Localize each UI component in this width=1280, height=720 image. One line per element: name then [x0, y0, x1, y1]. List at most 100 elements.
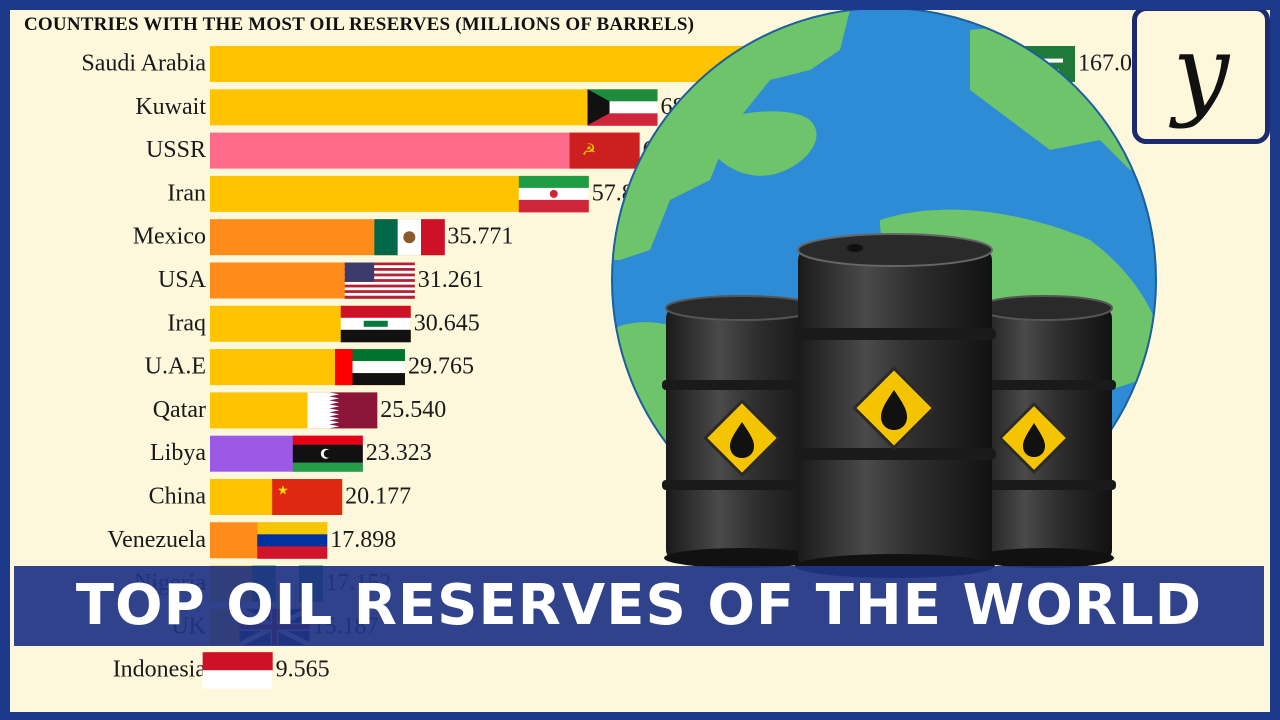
flag-part — [344, 287, 415, 291]
flag-part — [344, 268, 415, 272]
flag-part — [344, 281, 415, 285]
bar — [210, 132, 640, 169]
title-banner: TOP OIL RESERVES OF THE WORLD — [14, 566, 1264, 646]
bar-row: Kuwait68.317 — [135, 89, 727, 126]
flag-kuwait-icon — [587, 89, 658, 126]
flag-part — [257, 534, 328, 547]
flag-part — [340, 305, 411, 319]
flag-part — [344, 265, 415, 269]
barrel-left — [662, 295, 822, 568]
flag-part — [323, 449, 332, 458]
flag-china-icon: ★ — [272, 479, 343, 515]
value-label: 23.323 — [366, 440, 432, 466]
flag-part — [344, 295, 415, 299]
flag-part — [403, 231, 416, 244]
flag-part — [344, 270, 415, 274]
bar-row: U.A.E 29.765 — [145, 349, 474, 386]
country-label: Saudi Arabia — [81, 51, 206, 77]
value-label: 167.0 — [1078, 51, 1132, 77]
flag-part — [292, 435, 363, 445]
flag-part — [587, 89, 658, 102]
flag-part — [518, 175, 589, 189]
flag-part — [257, 546, 328, 559]
flag-part — [363, 320, 388, 327]
flag-part — [344, 279, 415, 283]
star-icon: ★ — [277, 483, 289, 498]
value-label: 9.565 — [276, 657, 330, 683]
value-label: 30.645 — [414, 310, 480, 336]
flag-venezuela-icon — [257, 522, 328, 559]
value-label: 25.540 — [380, 397, 446, 423]
flag-part — [202, 670, 273, 689]
country-label: Qatar — [153, 397, 206, 423]
flag-part — [272, 479, 343, 515]
value-label: 29.765 — [408, 354, 474, 380]
country-label: Iraq — [167, 310, 206, 336]
flag-part — [334, 349, 353, 386]
banner-title: TOP OIL RESERVES OF THE WORLD — [75, 573, 1203, 638]
value-label: 35.771 — [447, 224, 513, 250]
flag-uae-icon — [334, 349, 405, 386]
chart-title: COUNTRIES WITH THE MOST OIL RESERVES (MI… — [24, 14, 695, 35]
flag-part — [344, 262, 375, 282]
flag-part — [549, 189, 558, 198]
bar-row: Iran 57.823 — [167, 175, 658, 213]
country-label: Venezuela — [107, 527, 206, 553]
flag-part — [257, 522, 328, 535]
flag-part — [344, 292, 415, 297]
chart-canvas: COUNTRIES WITH THE MOST OIL RESERVES (MI… — [10, 10, 1270, 712]
country-label: USA — [158, 267, 207, 293]
flag-iraq-icon — [340, 305, 411, 343]
country-label: Iran — [167, 180, 206, 206]
country-label: China — [149, 484, 207, 510]
flag-indonesia-icon — [202, 652, 273, 689]
flag-mexico-icon — [374, 219, 445, 256]
bar-row: USA 31.261 — [158, 262, 484, 299]
flag-part — [307, 392, 340, 429]
flag-part — [344, 273, 415, 277]
flag-part — [344, 290, 415, 294]
bar-row: Libya 23.323 — [150, 435, 432, 472]
country-label: Indonesia — [113, 657, 207, 683]
bar-row: China ★ 20.177 — [149, 479, 411, 515]
bar-row: Qatar 25.540 — [153, 392, 446, 429]
flag-part — [420, 219, 445, 256]
country-label: U.A.E — [145, 354, 206, 380]
bar — [210, 89, 658, 126]
flag-qatar-icon — [307, 392, 378, 429]
value-label: 17.898 — [330, 527, 396, 553]
bar-row: Mexico 35.771 — [133, 219, 513, 256]
bar-row: Indonesia 9.565 — [113, 652, 330, 689]
value-label: 20.177 — [345, 484, 411, 510]
flag-part — [587, 113, 658, 126]
flag-part — [292, 462, 363, 472]
flag-ussr-icon: ☭ — [569, 132, 640, 169]
flag-part — [344, 284, 415, 288]
flag-usa-icon — [344, 262, 415, 299]
country-label: Mexico — [133, 224, 206, 250]
flag-libya-icon — [292, 435, 363, 472]
flag-part — [569, 132, 640, 169]
country-label: USSR — [146, 137, 206, 163]
hammer-sickle-icon: ☭ — [582, 140, 596, 159]
flag-part — [340, 329, 411, 343]
channel-logo-icon: y — [1172, 13, 1230, 130]
flag-part — [587, 89, 610, 126]
oil-barrel-icon — [662, 233, 1116, 578]
channel-logo[interactable]: y — [1132, 10, 1270, 144]
flag-part — [374, 219, 399, 256]
value-label: 31.261 — [418, 267, 484, 293]
flag-part — [202, 652, 273, 671]
bar-row: USSR☭65.58 — [146, 132, 697, 169]
flag-part — [344, 262, 415, 266]
barrel-right — [974, 295, 1116, 568]
flag-part — [518, 199, 589, 213]
flag-part — [344, 276, 415, 280]
country-label: Libya — [150, 440, 206, 466]
bar-row: Iraq 30.645 — [167, 305, 480, 343]
country-label: Kuwait — [135, 94, 206, 120]
barrel-center — [794, 233, 996, 578]
flag-iran-icon — [518, 175, 589, 213]
bar-row: Venezuela 17.898 — [107, 522, 396, 559]
